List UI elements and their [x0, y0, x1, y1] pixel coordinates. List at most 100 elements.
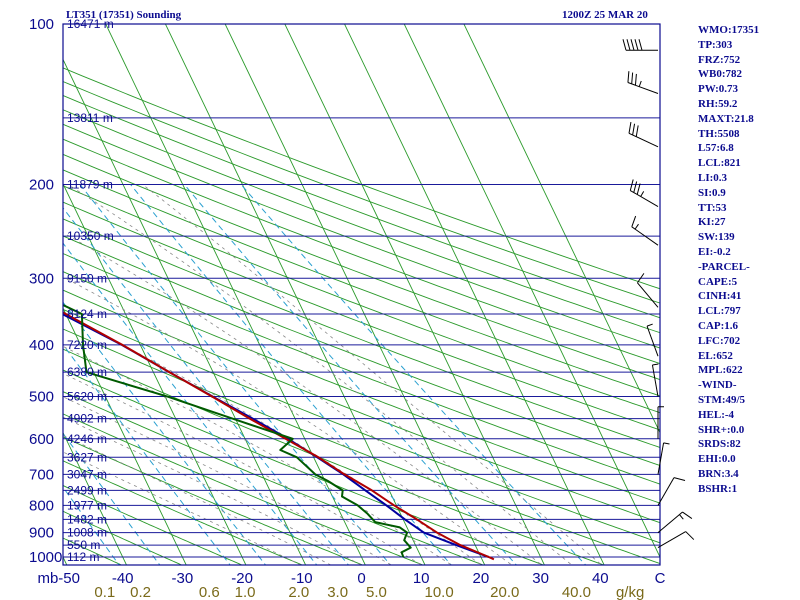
index-item: SHR+:0.0	[698, 423, 745, 436]
temperature-tick-label: -20	[231, 570, 253, 587]
wind-barb	[637, 273, 659, 308]
wind-barb	[657, 442, 670, 475]
index-item: TH:5508	[698, 127, 740, 140]
height-label: 5620 m	[67, 390, 107, 404]
index-item: FRZ:752	[698, 53, 741, 66]
wind-barb	[628, 121, 659, 148]
pressure-tick-label: 300	[29, 270, 54, 287]
mixing-ratio-line	[63, 242, 318, 565]
moist-adiabat-line	[67, 184, 573, 565]
height-label: 9150 m	[67, 271, 107, 285]
mixing-ratio-label: 20.0	[490, 584, 519, 600]
isotherm-line	[63, 556, 68, 565]
index-item: EI:-0.2	[698, 245, 731, 258]
moist-adiabat-line	[63, 416, 362, 565]
height-label: 4902 m	[67, 412, 107, 426]
height-label: 16471 m	[67, 17, 114, 31]
index-item: L57:6.8	[698, 142, 734, 155]
dry-adiabat-line	[63, 460, 304, 565]
index-item: LFC:702	[698, 334, 741, 347]
index-item: -WIND-	[698, 379, 737, 392]
height-label: 550 m	[67, 538, 100, 552]
temperature-tick-label: -30	[172, 570, 194, 587]
dry-adiabat-line	[63, 169, 660, 397]
isotherm-line	[284, 24, 545, 565]
index-item: RH:59.2	[698, 97, 738, 110]
dry-adiabat-line	[63, 138, 660, 365]
pressure-tick-label: 1000	[29, 549, 62, 566]
isotherm-line	[164, 24, 426, 565]
mixing-ratio-line	[63, 207, 350, 565]
height-label: 1482 m	[67, 512, 107, 526]
index-item: LCL:797	[698, 305, 741, 318]
dry-adiabat-line	[63, 413, 424, 565]
wind-barb	[629, 179, 659, 207]
mixing-ratio-line	[63, 486, 120, 565]
temperature-tick-label: 20	[473, 570, 490, 587]
index-item: SI:0.9	[698, 186, 726, 199]
plot-frame	[62, 23, 661, 566]
wind-barb	[622, 39, 658, 51]
dry-adiabat-line	[63, 510, 183, 565]
wind-barbs	[622, 39, 695, 548]
mixing-ratio-label: 0.6	[199, 584, 220, 600]
height-label: 13811 m	[67, 111, 113, 125]
pressure-tick-label: 800	[29, 497, 54, 514]
wind-barb	[657, 406, 664, 439]
index-item: CINH:41	[698, 290, 742, 303]
moist-adiabat-line	[63, 373, 423, 565]
isotherm-line	[224, 24, 486, 565]
height-label: 112 m	[67, 550, 99, 564]
mixing-ratio-line	[240, 184, 587, 565]
sounding-profiles	[63, 303, 495, 561]
index-item: WB0:782	[698, 68, 742, 81]
temperature-profile	[63, 311, 495, 561]
dry-adiabat-line	[63, 153, 660, 381]
dry-adiabat-line	[63, 328, 660, 565]
height-label: 8124 m	[67, 307, 107, 321]
dewpoint-profile	[63, 303, 412, 558]
pressure-tick-label: 400	[29, 337, 54, 354]
mixing-ratio-label: 2.0	[288, 584, 309, 600]
index-item: CAPE:5	[698, 275, 738, 288]
wind-barb	[631, 215, 659, 246]
x-axis-unit-label: C	[655, 570, 666, 587]
dry-adiabat-line	[63, 235, 660, 466]
mixing-ratio-line	[79, 184, 392, 565]
isotherm-line	[0, 12, 9, 568]
index-item: WMO:17351	[698, 24, 760, 36]
dry-adiabat-line	[63, 308, 660, 544]
pressure-tick-label: 200	[29, 176, 54, 193]
mixing-ratio-label: 10.0	[425, 584, 454, 600]
dry-adiabat-line	[63, 109, 660, 334]
dry-adiabat-line	[63, 485, 244, 565]
dry-adiabat-line	[63, 253, 660, 485]
index-item: CAP:1.6	[698, 319, 739, 332]
height-label: 6380 m	[67, 365, 107, 379]
mixing-ratio-label: 5.0	[366, 584, 387, 600]
temperature-tick-label: 40	[592, 570, 609, 587]
temperature-tick-label: 30	[532, 570, 549, 587]
index-item: STM:49/5	[698, 393, 746, 406]
index-item: EHI:0.0	[698, 453, 736, 466]
pressure-tick-label: 700	[29, 466, 54, 483]
mixing-ratio-line	[63, 301, 267, 565]
dry-adiabat-line	[63, 123, 660, 349]
mixing-ratio-label: 0.1	[94, 584, 115, 600]
pressure-tick-label: 100	[29, 16, 54, 33]
temperature-tick-label: 10	[413, 570, 430, 587]
dry-adiabat-line	[63, 95, 660, 319]
mixing-ratio-line	[63, 343, 231, 565]
moist-adiabat-line	[142, 184, 603, 565]
dry-adiabat-line	[63, 436, 364, 565]
dry-adiabat-line	[63, 201, 660, 431]
index-item: SW:139	[698, 231, 735, 244]
index-item: TP:303	[698, 38, 733, 51]
temperature-tick-label: -10	[291, 570, 313, 587]
height-label: 4246 m	[67, 432, 107, 446]
dry-adiabat-line	[63, 185, 660, 414]
dry-adiabat-line	[63, 271, 660, 504]
index-item: MAXT:21.8	[698, 112, 754, 125]
dry-adiabat-line	[63, 67, 660, 290]
